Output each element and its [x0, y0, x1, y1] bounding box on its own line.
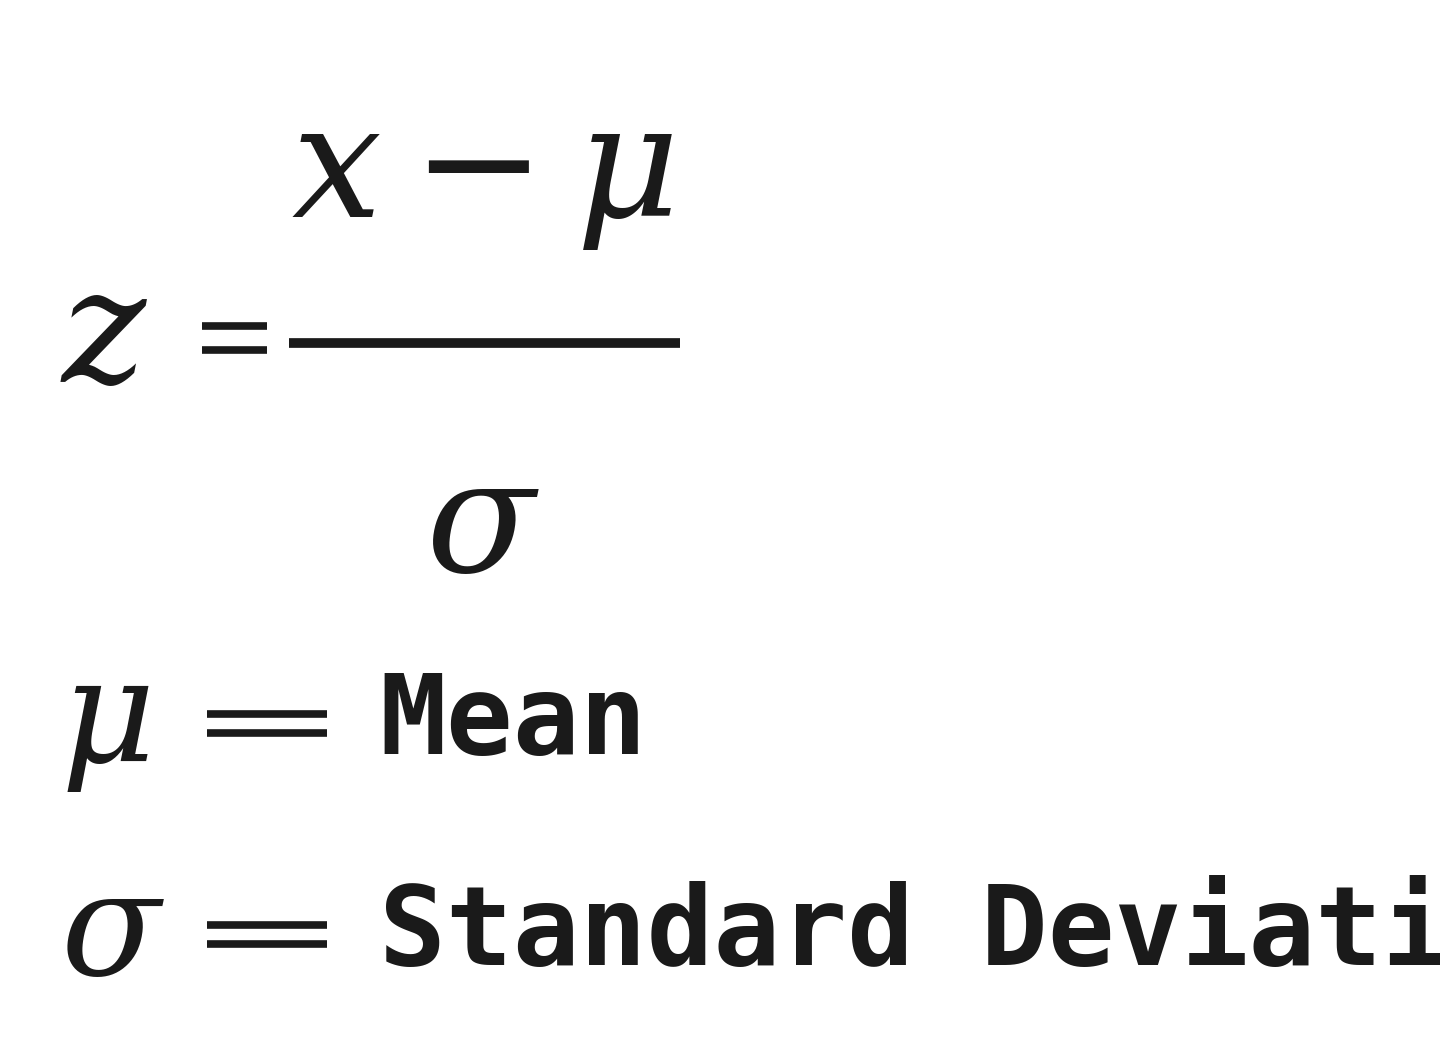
Text: Standard Deviation: Standard Deviation — [379, 881, 1440, 988]
Text: $\sigma$: $\sigma$ — [425, 451, 540, 605]
Text: $z$: $z$ — [60, 261, 148, 415]
Text: $\sigma$: $\sigma$ — [60, 864, 166, 1005]
Text: Mean: Mean — [379, 670, 647, 777]
Text: $\mu$: $\mu$ — [60, 653, 150, 794]
Text: $x - \mu$: $x - \mu$ — [291, 97, 674, 251]
